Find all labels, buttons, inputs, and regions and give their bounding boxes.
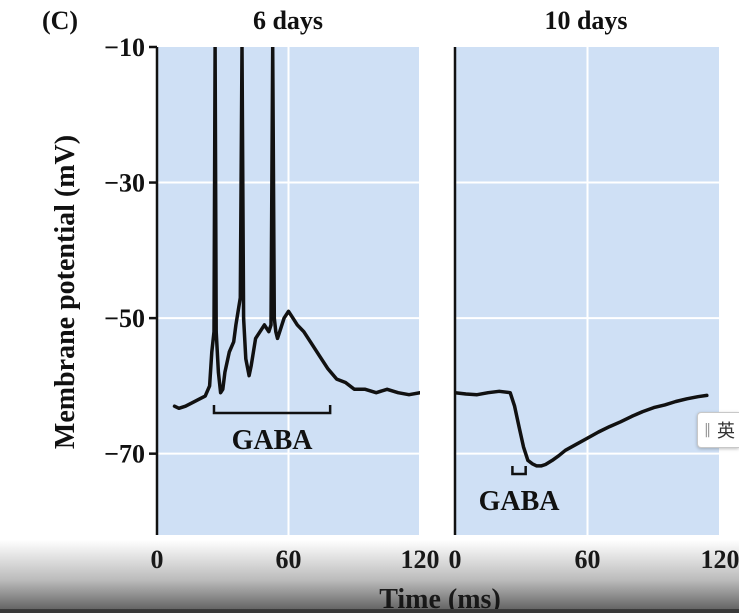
x-tick-label: 60 — [575, 545, 601, 574]
x-tick-label: 120 — [701, 545, 739, 574]
gaba-bracket — [511, 466, 527, 476]
y-axis-label: Membrane potential (mV) — [50, 135, 81, 449]
y-tick-label: −50 — [104, 304, 145, 333]
y-tick-label: −10 — [104, 33, 145, 62]
translate-widget-label: 英 — [717, 421, 735, 442]
chart-title: 6 days — [253, 6, 323, 35]
y-tick-label: −70 — [104, 440, 145, 469]
gaba-label: GABA — [232, 425, 314, 456]
membrane-trace — [455, 389, 709, 468]
video-progress-bar[interactable] — [0, 609, 739, 613]
panel-6-days: −70 −50 −30 −10 0 60 120 6 days GABA — [104, 6, 439, 574]
panel-label: (C) — [42, 6, 78, 35]
x-tick-label: 0 — [449, 545, 462, 574]
chart-title: 10 days — [544, 6, 627, 35]
x-tick-label: 120 — [401, 545, 440, 574]
y-tick-label: −30 — [104, 169, 145, 198]
drag-handle-icon[interactable]: ‖ — [704, 422, 711, 438]
gaba-bracket — [212, 405, 332, 415]
x-tick-label: 60 — [276, 545, 302, 574]
translate-widget[interactable]: ‖ 英 — [697, 412, 739, 448]
panel-10-days: 0 60 120 10 days GABA — [449, 6, 739, 574]
gaba-label: GABA — [479, 486, 561, 517]
x-tick-label: 0 — [151, 545, 164, 574]
